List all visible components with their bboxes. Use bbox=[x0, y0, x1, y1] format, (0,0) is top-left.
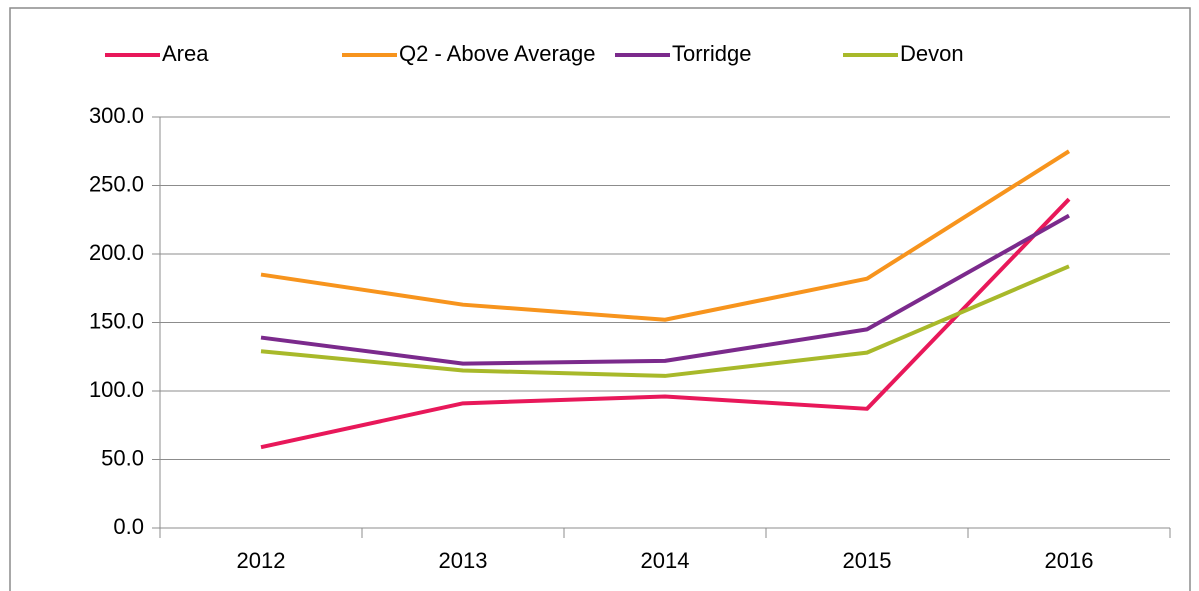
legend-label: Torridge bbox=[672, 41, 751, 66]
x-tick-label: 2015 bbox=[843, 548, 892, 573]
chart-border bbox=[9, 7, 1191, 591]
legend-label: Q2 - Above Average bbox=[399, 41, 596, 66]
series-line bbox=[260, 197, 1071, 450]
y-tick-label: 0.0 bbox=[113, 514, 144, 539]
legend-label: Area bbox=[162, 41, 209, 66]
y-tick-label: 200.0 bbox=[89, 240, 144, 265]
series-line bbox=[260, 264, 1070, 378]
x-tick-label: 2016 bbox=[1045, 548, 1094, 573]
y-tick-label: 300.0 bbox=[89, 103, 144, 128]
y-tick-label: 150.0 bbox=[89, 308, 144, 333]
y-tick-label: 100.0 bbox=[89, 377, 144, 402]
legend-label: Devon bbox=[900, 41, 964, 66]
y-tick-label: 250.0 bbox=[89, 171, 144, 196]
series-line bbox=[260, 213, 1070, 366]
x-tick-label: 2012 bbox=[237, 548, 286, 573]
x-tick-label: 2014 bbox=[641, 548, 690, 573]
x-tick-label: 2013 bbox=[439, 548, 488, 573]
series-line bbox=[260, 149, 1071, 322]
y-tick-label: 50.0 bbox=[101, 445, 144, 470]
